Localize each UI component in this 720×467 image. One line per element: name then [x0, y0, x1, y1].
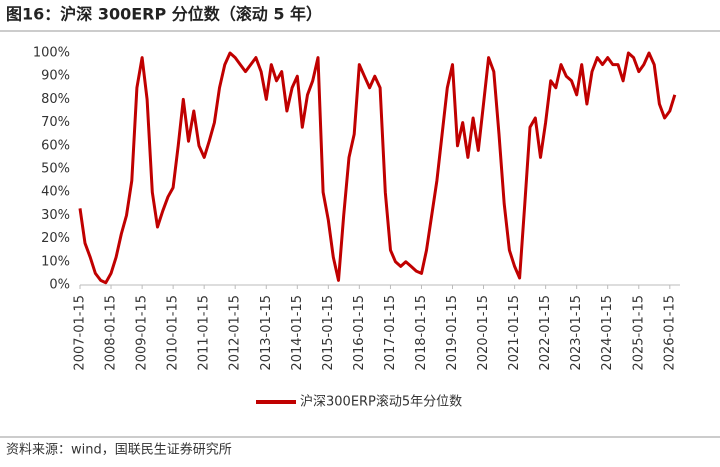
y-tick-label: 20%: [41, 231, 70, 246]
y-tick-label: 80%: [41, 92, 70, 107]
y-tick-label: 30%: [41, 208, 70, 223]
source-note: 资料来源：wind，国联民生证券研究所: [6, 442, 232, 458]
x-tick-label: 2023-01-15: [569, 295, 584, 371]
x-tick-label: 2012-01-15: [228, 295, 243, 371]
x-tick-label: 2025-01-15: [631, 295, 646, 371]
x-tick-label: 2009-01-15: [135, 295, 150, 371]
x-tick-label: 2011-01-15: [197, 295, 212, 371]
y-tick-label: 100%: [33, 46, 70, 61]
y-tick-label: 10%: [41, 254, 70, 269]
y-tick-label: 50%: [41, 162, 70, 177]
x-tick-label: 2008-01-15: [104, 295, 119, 371]
x-tick-label: 2021-01-15: [507, 295, 522, 371]
data-line: [78, 51, 677, 285]
y-tick-label: 60%: [41, 138, 70, 153]
x-tick-label: 2017-01-15: [383, 295, 398, 371]
x-tick-label: 2007-01-15: [73, 295, 88, 371]
x-tick-label: 2022-01-15: [538, 295, 553, 371]
y-tick-label: 70%: [41, 115, 70, 130]
x-tick-label: 2015-01-15: [321, 295, 336, 371]
y-tick-label: 0%: [49, 278, 70, 293]
legend-label: 沪深300ERP滚动5年分位数: [300, 394, 462, 410]
y-tick-label: 40%: [41, 185, 70, 200]
x-tick-label: 2024-01-15: [600, 295, 615, 371]
x-tick-label: 2020-01-15: [476, 295, 491, 371]
y-tick-label: 90%: [41, 69, 70, 84]
x-tick-label: 2016-01-15: [352, 295, 367, 371]
x-tick-label: 2026-01-15: [662, 295, 677, 371]
x-tick-label: 2019-01-15: [445, 295, 460, 371]
chart-title: 图16：沪深 300ERP 分位数（滚动 5 年）: [6, 5, 322, 24]
x-tick-label: 2013-01-15: [259, 295, 274, 371]
x-tick-label: 2014-01-15: [290, 295, 305, 371]
x-tick-label: 2010-01-15: [166, 295, 181, 371]
x-tick-label: 2018-01-15: [414, 295, 429, 371]
